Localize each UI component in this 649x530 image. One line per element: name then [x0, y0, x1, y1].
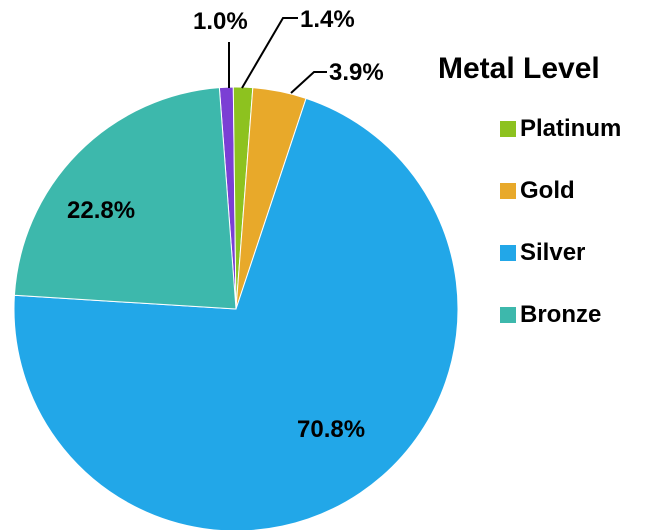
- data-label-platinum: 1.4%: [300, 6, 355, 33]
- legend-item-platinum: Platinum: [500, 114, 648, 144]
- chart-title: Metal Level: [438, 52, 600, 85]
- pie-slices: [13, 86, 459, 530]
- legend-label-gold: Gold: [520, 177, 575, 204]
- pie-slice-bronze: [13, 87, 237, 310]
- pie-slice-silver: [13, 97, 459, 530]
- leader-lines: [228, 17, 327, 94]
- legend-swatch-silver: [500, 245, 516, 261]
- data-label-silver: 70.8%: [297, 416, 365, 443]
- data-label-gold: 3.9%: [329, 59, 384, 86]
- legend-item-bronze: Bronze: [500, 300, 648, 330]
- leader-line: [241, 17, 298, 89]
- data-label-bronze: 22.8%: [67, 197, 135, 224]
- data-label-other: 1.0%: [193, 8, 248, 35]
- legend-label-bronze: Bronze: [520, 301, 602, 328]
- legend-item-gold: Gold: [500, 176, 648, 206]
- legend-item-silver: Silver: [500, 238, 648, 268]
- data-labels: 1.0% 1.4% 3.9% 70.8% 22.8%: [67, 6, 384, 443]
- legend-label-platinum: Platinum: [520, 115, 622, 142]
- leader-line: [290, 71, 327, 94]
- legend-swatch-gold: [500, 183, 516, 199]
- legend-swatch-platinum: [500, 121, 516, 137]
- legend: Metal Level Platinum Gold Silver Bronze: [438, 52, 648, 362]
- legend-swatch-bronze: [500, 307, 516, 323]
- legend-label-silver: Silver: [520, 239, 586, 266]
